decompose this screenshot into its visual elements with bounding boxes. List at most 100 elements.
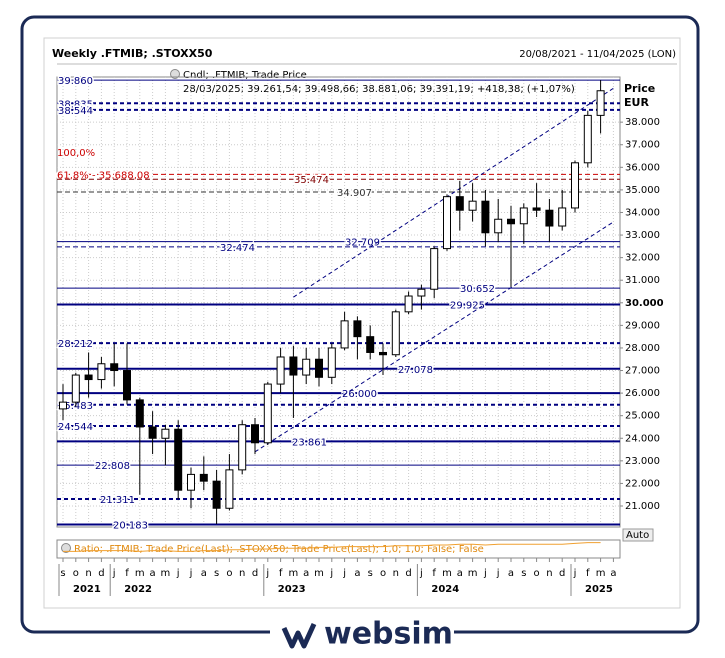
y-tick-label: 33.000 bbox=[625, 230, 660, 241]
x-tick-label: j bbox=[329, 568, 333, 579]
y-unit: EUR bbox=[624, 96, 649, 109]
level-label: 24.544 bbox=[58, 422, 93, 433]
x-tick-label: f bbox=[279, 568, 283, 579]
level-label: 29.925 bbox=[450, 300, 485, 311]
candle-body bbox=[148, 426, 157, 439]
candle-body bbox=[404, 295, 413, 313]
level-label: 30.652 bbox=[460, 284, 495, 295]
x-tick-label: s bbox=[368, 568, 373, 579]
x-tick-label: d bbox=[559, 568, 565, 579]
x-tick-label: s bbox=[60, 568, 65, 579]
level-label: 38.544 bbox=[58, 106, 93, 117]
candle-body bbox=[596, 90, 605, 116]
level-label: 39.860 bbox=[58, 76, 93, 87]
candle-body bbox=[276, 356, 285, 385]
x-tick-label: s bbox=[521, 568, 526, 579]
level-label: 22.808 bbox=[95, 461, 130, 472]
candle-body bbox=[187, 473, 195, 491]
candle-body bbox=[84, 374, 93, 381]
x-tick-label: n bbox=[85, 568, 91, 579]
x-tick-label: n bbox=[239, 568, 245, 579]
candle-body bbox=[135, 399, 144, 428]
candle-body bbox=[507, 218, 515, 225]
candle-body bbox=[558, 207, 567, 227]
x-tick-label: m bbox=[161, 568, 171, 579]
x-tick-label: f bbox=[432, 568, 436, 579]
candle-body bbox=[455, 196, 464, 211]
auto-button[interactable] bbox=[622, 528, 654, 542]
x-tick-label: d bbox=[405, 568, 411, 579]
candle-body bbox=[443, 196, 451, 250]
year-label: 2025 bbox=[585, 584, 613, 595]
level-label: 28.212 bbox=[58, 339, 93, 350]
y-tick-label: 37.000 bbox=[625, 140, 660, 151]
x-tick-label: a bbox=[150, 568, 156, 579]
x-tick-label: o bbox=[73, 568, 79, 579]
x-tick-label: a bbox=[457, 568, 463, 579]
y-label: Price bbox=[624, 82, 655, 95]
x-tick-label: o bbox=[380, 568, 386, 579]
candle-body bbox=[571, 162, 579, 209]
candle-body bbox=[123, 370, 131, 401]
candle-body bbox=[199, 473, 208, 482]
x-tick-label: j bbox=[496, 568, 500, 579]
x-tick-label: j bbox=[189, 568, 193, 579]
candle-body bbox=[532, 207, 541, 211]
candle-body bbox=[212, 480, 221, 509]
candle-body bbox=[468, 200, 477, 211]
level-label: 32.474 bbox=[220, 243, 255, 254]
x-tick-label: j bbox=[176, 568, 180, 579]
y-tick-label: 35.000 bbox=[625, 185, 660, 196]
ratio-pane bbox=[56, 539, 621, 559]
level-label: 21.311 bbox=[100, 495, 135, 506]
y-tick-label: 22.000 bbox=[625, 478, 660, 489]
logo-icon bbox=[281, 622, 317, 649]
legend: Cndl; .FTMIB; Trade Price bbox=[183, 70, 307, 81]
candle-body bbox=[353, 320, 362, 338]
x-tick-label: m bbox=[442, 568, 452, 579]
candle-body bbox=[110, 363, 119, 372]
level-label: 61,8% - 35.688,08 bbox=[57, 170, 150, 181]
candle-body bbox=[97, 363, 106, 381]
candle-body bbox=[417, 288, 426, 297]
candle-body bbox=[161, 428, 170, 439]
level-label: 34.907 bbox=[337, 188, 372, 199]
candle-body bbox=[238, 424, 247, 471]
candle-body bbox=[391, 311, 400, 356]
y-tick-label: 31.000 bbox=[625, 275, 660, 286]
y-tick-label: 24.000 bbox=[625, 433, 660, 444]
level-label: 26.000 bbox=[342, 389, 377, 400]
y-tick-label: 30.000 bbox=[625, 298, 664, 309]
x-tick-label: m bbox=[135, 568, 145, 579]
candle-body bbox=[71, 374, 80, 403]
x-tick-label: j bbox=[265, 568, 269, 579]
candle-body bbox=[519, 207, 528, 225]
trendline bbox=[293, 87, 614, 298]
trendline bbox=[254, 221, 614, 453]
candle-body bbox=[59, 401, 67, 410]
ratio-legend: Ratio; .FTMIB; Trade Price(Last); .STOXX… bbox=[74, 544, 484, 555]
x-tick-label: f bbox=[125, 568, 129, 579]
level-label: 38.835 bbox=[58, 99, 93, 110]
level-label: 20.183 bbox=[113, 520, 148, 531]
candle-body bbox=[545, 209, 554, 227]
candle-body bbox=[327, 347, 336, 378]
x-tick-label: o bbox=[534, 568, 540, 579]
candle-body bbox=[366, 336, 375, 353]
last-quote: 28/03/2025; 39.261,54; 39.498,66; 38.881… bbox=[183, 84, 575, 95]
x-tick-label: a bbox=[201, 568, 207, 579]
brand: websim bbox=[324, 617, 453, 652]
y-tick-label: 25.000 bbox=[625, 411, 660, 422]
x-tick-label: d bbox=[98, 568, 104, 579]
candle-body bbox=[263, 383, 272, 444]
level-label: 35.474 bbox=[294, 175, 329, 186]
x-tick-label: a bbox=[354, 568, 360, 579]
candle-body bbox=[379, 351, 387, 356]
x-tick-label: a bbox=[508, 568, 514, 579]
ratio-icon bbox=[61, 543, 71, 553]
x-tick-label: f bbox=[586, 568, 590, 579]
y-tick-label: 27.000 bbox=[625, 366, 660, 377]
y-tick-label: 23.000 bbox=[625, 456, 660, 467]
candle-body bbox=[315, 358, 323, 378]
